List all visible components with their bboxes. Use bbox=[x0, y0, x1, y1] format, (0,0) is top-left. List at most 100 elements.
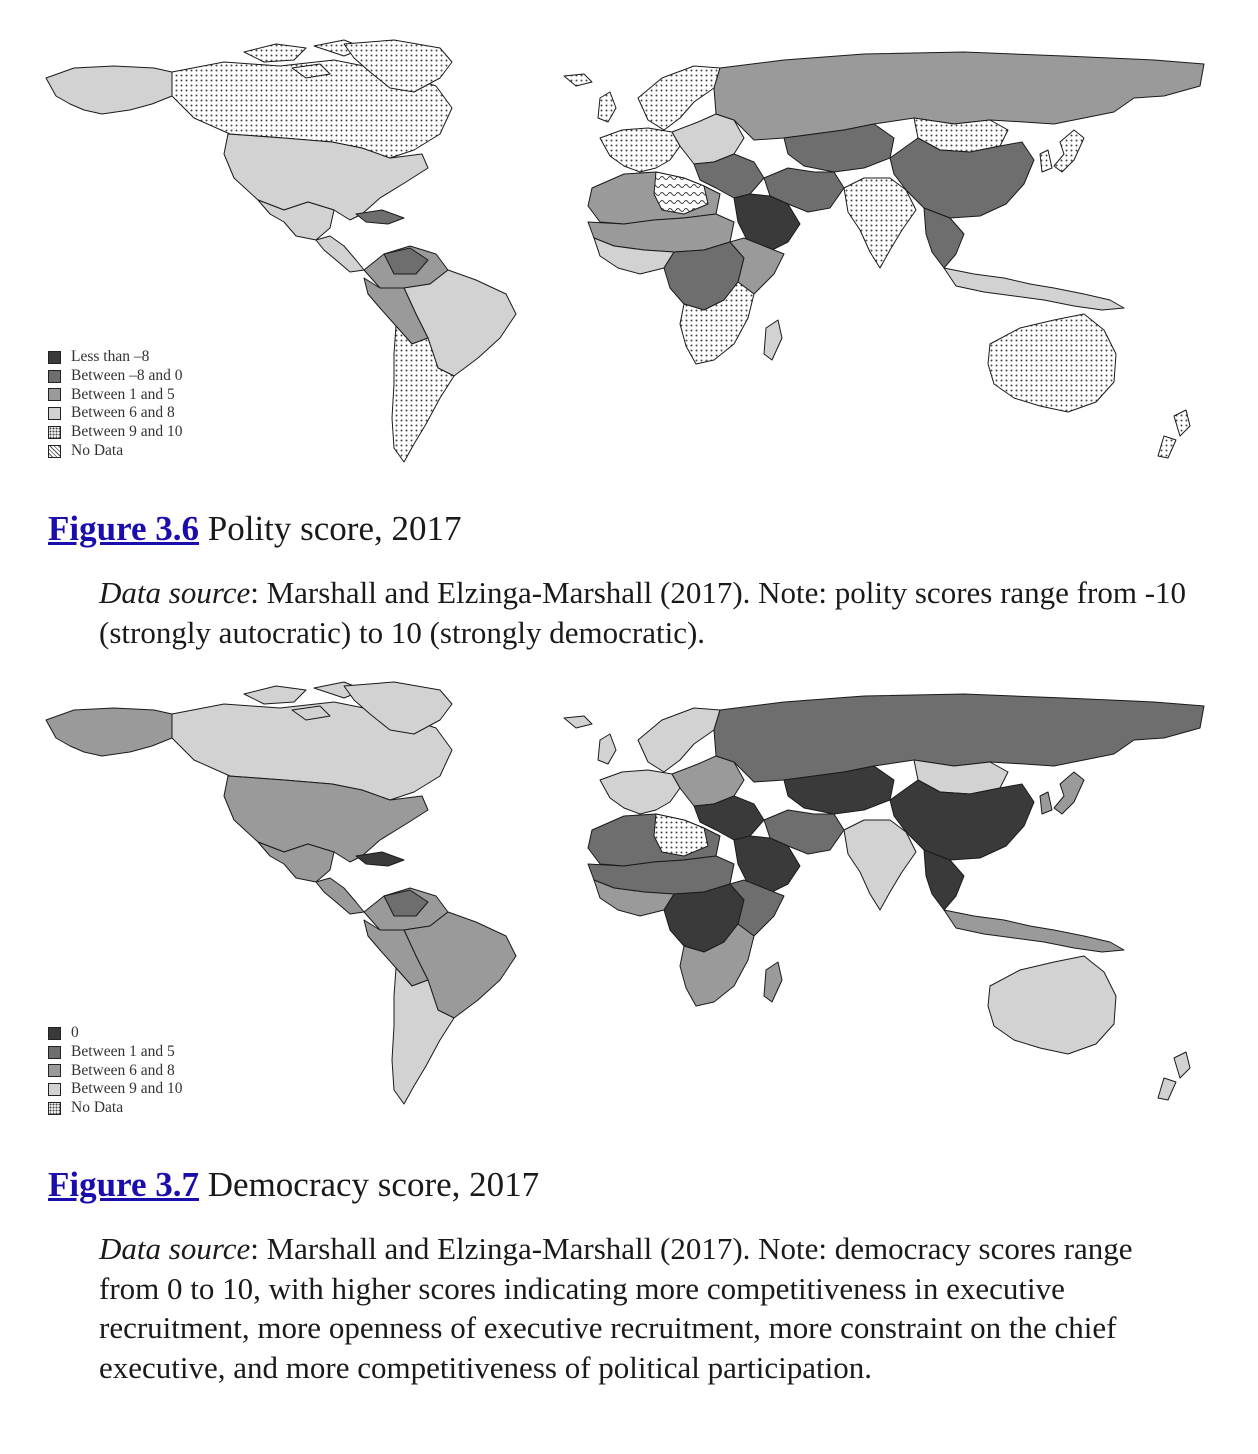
region-india bbox=[843, 177, 917, 269]
legend-swatch bbox=[48, 369, 61, 383]
region-southeast-asia bbox=[923, 849, 965, 911]
legend-label: Less than –8 bbox=[71, 348, 150, 365]
region-southern-africa bbox=[679, 923, 755, 1007]
figure-title: Democracy score, 2017 bbox=[207, 1165, 540, 1204]
region-russia bbox=[713, 693, 1205, 783]
data-source-label: Data source bbox=[99, 1231, 251, 1266]
region-madagascar bbox=[763, 961, 783, 1003]
legend-label: Between 9 and 10 bbox=[71, 1080, 183, 1098]
legend-item: Between 1 and 5 bbox=[48, 1043, 182, 1062]
region-chile-argentina bbox=[391, 967, 455, 1105]
region-central-america bbox=[315, 235, 365, 273]
region-southeast-asia bbox=[923, 207, 965, 269]
legend-label: Between 1 and 5 bbox=[71, 1042, 175, 1060]
region-australia bbox=[987, 955, 1117, 1055]
region-venezuela bbox=[383, 247, 429, 275]
data-source-label: Data source bbox=[99, 575, 251, 610]
legend-item: 0 bbox=[48, 1024, 182, 1043]
legend-label: No Data bbox=[71, 441, 124, 459]
figure-caption: Figure 3.7 Democracy score, 2017 bbox=[48, 1164, 539, 1206]
region-alaska bbox=[45, 707, 173, 757]
region-saudi bbox=[733, 835, 801, 895]
democracy-world-map bbox=[45, 681, 1205, 1105]
polity-world-map bbox=[45, 39, 1205, 463]
legend-item: Between –8 and 0 bbox=[48, 367, 182, 386]
region-usa bbox=[223, 133, 429, 221]
legend-item: Between 6 and 8 bbox=[48, 1062, 182, 1081]
legend-swatch bbox=[48, 1045, 61, 1059]
region-venezuela bbox=[383, 889, 429, 917]
region-china bbox=[889, 779, 1035, 861]
region-greenland bbox=[343, 681, 453, 735]
region-alaska bbox=[45, 65, 173, 115]
region-chile-argentina bbox=[391, 325, 455, 463]
legend-label: Between 1 and 5 bbox=[71, 385, 175, 403]
region-canada bbox=[171, 701, 453, 801]
legend-item: Between 9 and 10 bbox=[48, 423, 182, 442]
region-india bbox=[843, 819, 917, 911]
region-arctic-islands bbox=[243, 39, 365, 79]
region-russia bbox=[713, 51, 1205, 141]
polity-map-legend: Less than –8 Between –8 and 0 Between 1 an… bbox=[48, 348, 182, 461]
region-mexico bbox=[257, 841, 335, 883]
democracy-map-legend: 0 Between 1 and 5 Between 6 and 8 Between 9… bbox=[48, 1024, 182, 1118]
legend-swatch bbox=[48, 350, 61, 364]
data-source-text: : Marshall and Elzinga-Marshall (2017). … bbox=[99, 1231, 1133, 1385]
region-greenland bbox=[343, 39, 453, 93]
region-scandinavia bbox=[637, 65, 721, 131]
region-usa bbox=[223, 775, 429, 863]
legend-item: No Data bbox=[48, 442, 182, 461]
figure-caption: Figure 3.6 Polity score, 2017 bbox=[48, 508, 462, 550]
region-southern-africa bbox=[679, 281, 755, 365]
region-madagascar bbox=[763, 319, 783, 361]
region-cuba bbox=[355, 209, 405, 225]
region-western-europe bbox=[599, 769, 681, 815]
legend-swatch bbox=[48, 388, 61, 402]
data-source-text: : Marshall and Elzinga-Marshall (2017). … bbox=[99, 575, 1187, 650]
region-east-africa bbox=[729, 879, 785, 937]
figure-3-7-link[interactable]: Figure 3.7 bbox=[48, 1165, 200, 1204]
legend-swatch bbox=[48, 1026, 61, 1040]
legend-label: No Data bbox=[71, 1099, 124, 1117]
legend-item: No Data bbox=[48, 1099, 182, 1118]
region-korea-japan bbox=[1039, 771, 1085, 815]
legend-label: Between 6 and 8 bbox=[71, 404, 175, 422]
legend-swatch bbox=[48, 444, 61, 458]
legend-label: Between 9 and 10 bbox=[71, 423, 183, 441]
legend-item: Less than –8 bbox=[48, 348, 182, 367]
region-middle-east bbox=[693, 795, 765, 841]
legend-item: Between 9 and 10 bbox=[48, 1080, 182, 1099]
legend-label: 0 bbox=[71, 1024, 79, 1041]
region-eastern-europe bbox=[671, 113, 745, 165]
legend-label: Between –8 and 0 bbox=[71, 366, 183, 384]
region-middle-east bbox=[693, 153, 765, 199]
legend-label: Between 6 and 8 bbox=[71, 1061, 175, 1079]
region-iceland-uk bbox=[563, 73, 617, 123]
region-indonesia bbox=[943, 267, 1125, 311]
region-east-africa bbox=[729, 237, 785, 295]
region-new-zealand bbox=[1157, 1051, 1191, 1101]
figure-3-6-link[interactable]: Figure 3.6 bbox=[48, 509, 200, 548]
legend-swatch bbox=[48, 1064, 61, 1078]
region-mexico bbox=[257, 199, 335, 241]
region-libya bbox=[653, 813, 709, 857]
legend-swatch bbox=[48, 426, 61, 440]
legend-swatch bbox=[48, 1083, 61, 1097]
region-cuba bbox=[355, 851, 405, 867]
region-saudi bbox=[733, 193, 801, 253]
region-scandinavia bbox=[637, 707, 721, 773]
region-indonesia bbox=[943, 909, 1125, 953]
region-central-america bbox=[315, 877, 365, 915]
region-libya bbox=[653, 171, 709, 215]
region-new-zealand bbox=[1157, 409, 1191, 459]
region-korea-japan bbox=[1039, 129, 1085, 173]
legend-item: Between 6 and 8 bbox=[48, 404, 182, 423]
legend-item: Between 1 and 5 bbox=[48, 386, 182, 405]
figure-note: Data source: Marshall and Elzinga-Marsha… bbox=[99, 1229, 1189, 1387]
region-canada bbox=[171, 59, 453, 159]
figure-title: Polity score, 2017 bbox=[207, 509, 462, 548]
legend-swatch bbox=[48, 407, 61, 421]
region-australia bbox=[987, 313, 1117, 413]
region-iceland-uk bbox=[563, 715, 617, 765]
